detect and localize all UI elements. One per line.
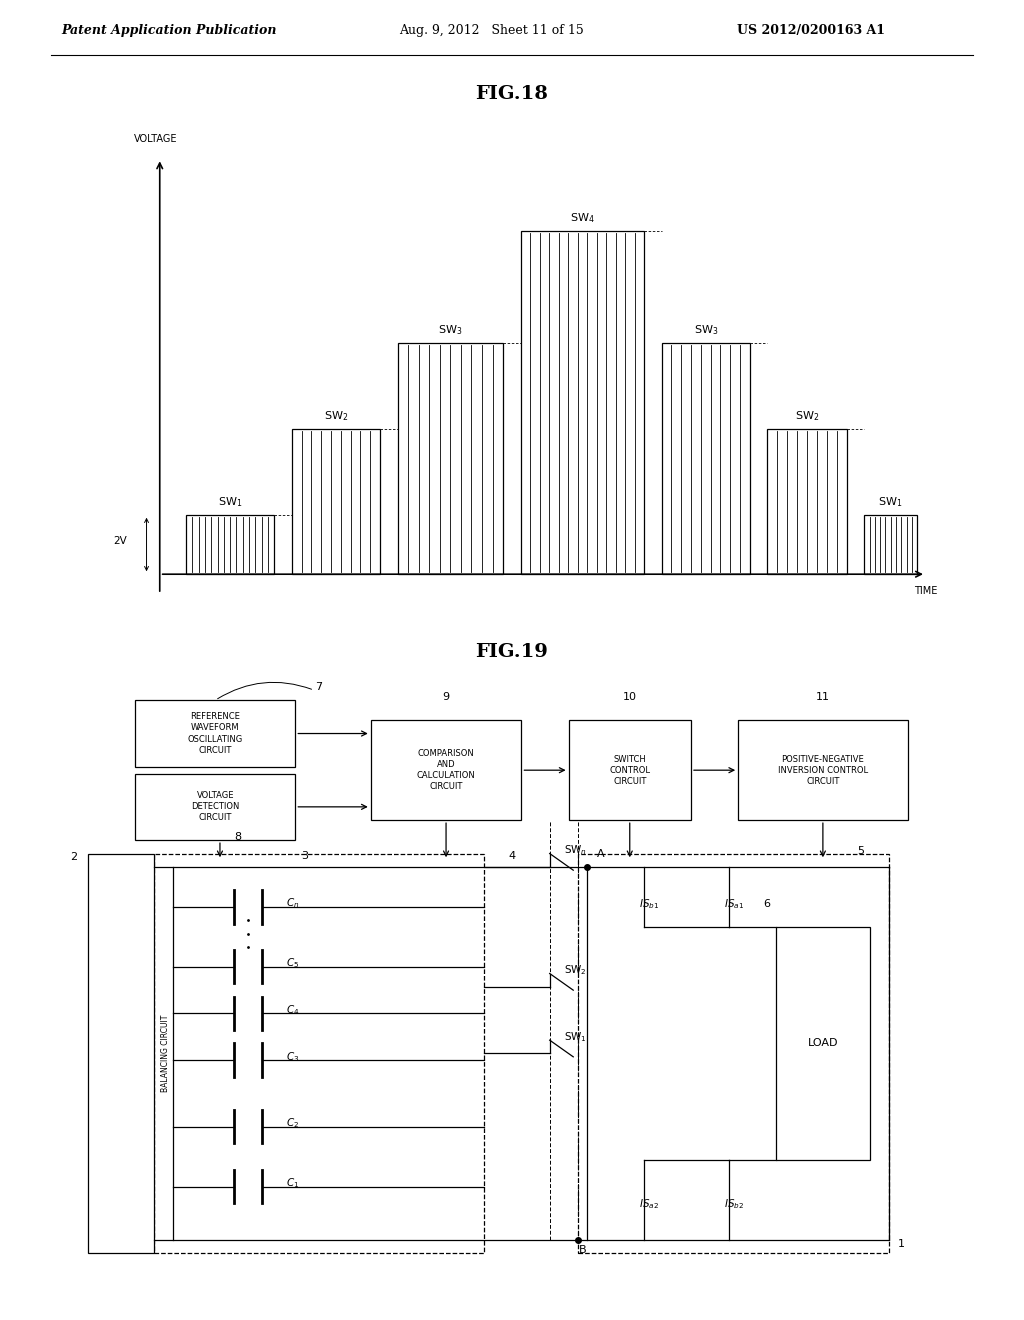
Text: SW$_n$: SW$_n$	[564, 843, 587, 857]
Text: VOLTAGE
DETECTION
CIRCUIT: VOLTAGE DETECTION CIRCUIT	[191, 791, 240, 822]
Text: 9: 9	[442, 692, 450, 702]
Text: TIME: TIME	[914, 586, 938, 597]
Text: BALANCING CIRCUIT: BALANCING CIRCUIT	[161, 1015, 170, 1092]
Text: FIG.18: FIG.18	[475, 84, 549, 103]
Text: SW$_1$: SW$_1$	[564, 1030, 587, 1044]
Text: $IS_{b2}$: $IS_{b2}$	[724, 1197, 744, 1210]
Text: 7: 7	[315, 682, 323, 692]
Text: $C_3$: $C_3$	[286, 1049, 299, 1064]
Text: 1: 1	[898, 1238, 905, 1249]
Text: SW$_4$: SW$_4$	[570, 211, 595, 224]
Text: SW$_2$: SW$_2$	[795, 409, 819, 422]
Bar	[135, 700, 295, 767]
Text: 8: 8	[234, 832, 242, 842]
Text: $C_5$: $C_5$	[286, 957, 299, 970]
Bar	[135, 774, 295, 841]
Bar	[568, 721, 691, 820]
Text: US 2012/0200163 A1: US 2012/0200163 A1	[737, 24, 886, 37]
Text: 6: 6	[763, 899, 770, 909]
Text: 10: 10	[623, 692, 637, 702]
Text: LOAD: LOAD	[808, 1039, 838, 1048]
Text: $C_n$: $C_n$	[286, 896, 299, 911]
Text: Patent Application Publication: Patent Application Publication	[61, 24, 276, 37]
Text: VOLTAGE: VOLTAGE	[133, 133, 177, 144]
Text: 2V: 2V	[114, 536, 127, 546]
Text: 11: 11	[816, 692, 829, 702]
Text: SW$_2$: SW$_2$	[324, 409, 348, 422]
Bar	[521, 231, 644, 574]
Text: A: A	[597, 849, 604, 859]
Bar	[776, 927, 870, 1160]
Text: $C_4$: $C_4$	[286, 1003, 299, 1018]
Text: $C_1$: $C_1$	[286, 1176, 299, 1191]
Bar	[371, 721, 521, 820]
Text: Aug. 9, 2012   Sheet 11 of 15: Aug. 9, 2012 Sheet 11 of 15	[399, 24, 584, 37]
Text: B: B	[579, 1246, 587, 1255]
Bar	[292, 429, 380, 574]
Bar	[397, 343, 503, 574]
Text: SW$_1$: SW$_1$	[879, 495, 903, 508]
Bar	[186, 515, 274, 574]
Bar	[154, 854, 483, 1254]
Text: $IS_{a2}$: $IS_{a2}$	[639, 1197, 659, 1210]
Bar	[864, 515, 918, 574]
Text: 2: 2	[71, 853, 78, 862]
Text: SW$_2$: SW$_2$	[564, 964, 587, 977]
Text: SW$_3$: SW$_3$	[438, 323, 463, 337]
Bar	[767, 429, 847, 574]
Text: SW$_3$: SW$_3$	[693, 323, 718, 337]
Text: 4: 4	[509, 851, 515, 861]
Text: FIG.19: FIG.19	[475, 643, 549, 661]
Text: SWITCH
CONTROL
CIRCUIT: SWITCH CONTROL CIRCUIT	[609, 755, 650, 785]
Text: COMPARISON
AND
CALCULATION
CIRCUIT: COMPARISON AND CALCULATION CIRCUIT	[417, 748, 475, 791]
Text: POSITIVE-NEGATIVE
INVERSION CONTROL
CIRCUIT: POSITIVE-NEGATIVE INVERSION CONTROL CIRC…	[778, 755, 868, 785]
Text: $IS_{a1}$: $IS_{a1}$	[724, 896, 744, 911]
Bar	[662, 343, 750, 574]
Text: 3: 3	[301, 851, 308, 861]
Bar	[88, 854, 154, 1254]
Bar	[738, 721, 907, 820]
Text: $C_2$: $C_2$	[286, 1117, 299, 1130]
Text: $IS_{b1}$: $IS_{b1}$	[639, 896, 659, 911]
Text: SW$_1$: SW$_1$	[218, 495, 243, 508]
Text: REFERENCE
WAVEFORM
OSCILLATING
CIRCUIT: REFERENCE WAVEFORM OSCILLATING CIRCUIT	[187, 713, 243, 755]
Text: 5: 5	[857, 846, 864, 855]
Bar	[578, 854, 889, 1254]
